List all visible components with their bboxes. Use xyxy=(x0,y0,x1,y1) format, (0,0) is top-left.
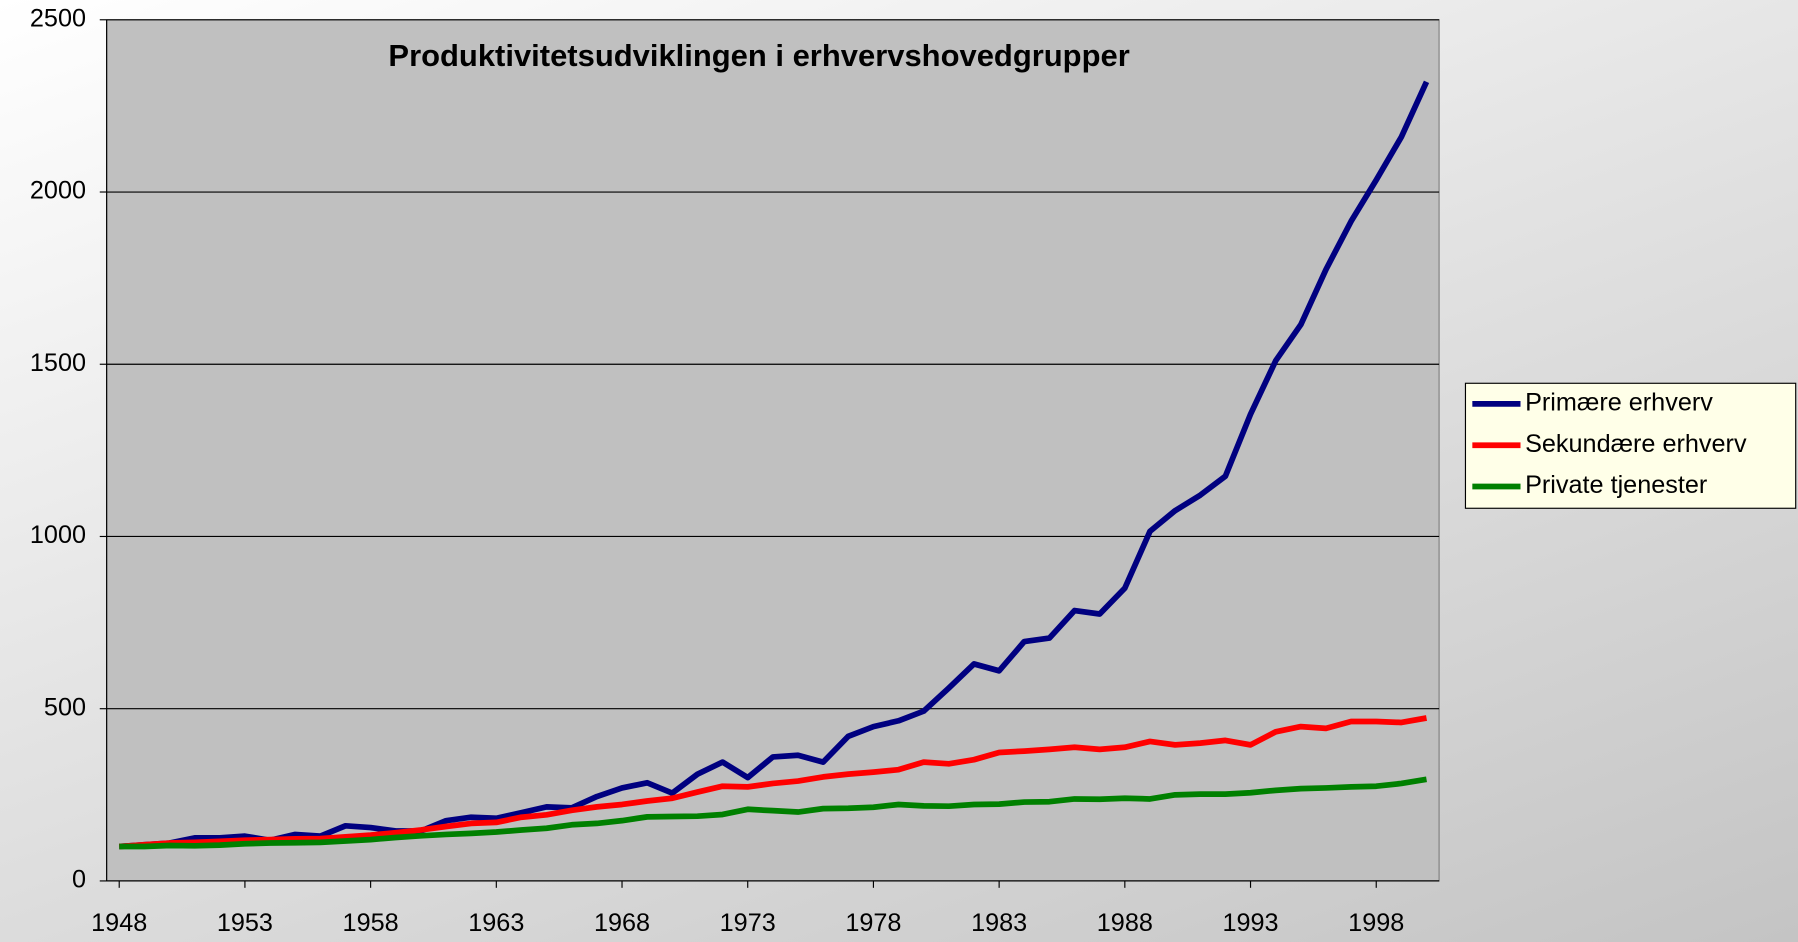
y-tick-label: 500 xyxy=(44,693,86,721)
y-tick-label: 2500 xyxy=(30,4,86,32)
chart-title: Produktivitetsudviklingen i erhvervshove… xyxy=(388,38,1129,73)
x-tick-label: 1963 xyxy=(468,909,524,937)
y-tick-label: 2000 xyxy=(30,177,86,205)
y-tick-label: 0 xyxy=(72,866,86,894)
x-tick-label: 1983 xyxy=(971,909,1027,937)
x-tick-label: 1978 xyxy=(845,909,901,937)
x-tick-label: 1988 xyxy=(1097,909,1153,937)
x-tick-label: 1953 xyxy=(217,909,273,937)
x-tick-label: 1958 xyxy=(343,909,399,937)
x-tick-label: 1998 xyxy=(1348,909,1404,937)
y-tick-label: 1000 xyxy=(30,521,86,549)
x-tick-label: 1968 xyxy=(594,909,650,937)
x-tick-label: 1993 xyxy=(1222,909,1278,937)
x-tick-label: 1973 xyxy=(720,909,776,937)
series-line xyxy=(119,715,1428,850)
legend-label: Sekundære erhverv xyxy=(1525,430,1747,458)
series-line xyxy=(119,80,1430,850)
legend-label: Primære erhverv xyxy=(1525,389,1713,417)
legend-label: Private tjenester xyxy=(1525,471,1707,499)
plot-area xyxy=(106,19,1440,882)
series-line xyxy=(119,776,1427,850)
y-tick-label: 1500 xyxy=(30,349,86,377)
x-tick-label: 1948 xyxy=(91,909,147,937)
